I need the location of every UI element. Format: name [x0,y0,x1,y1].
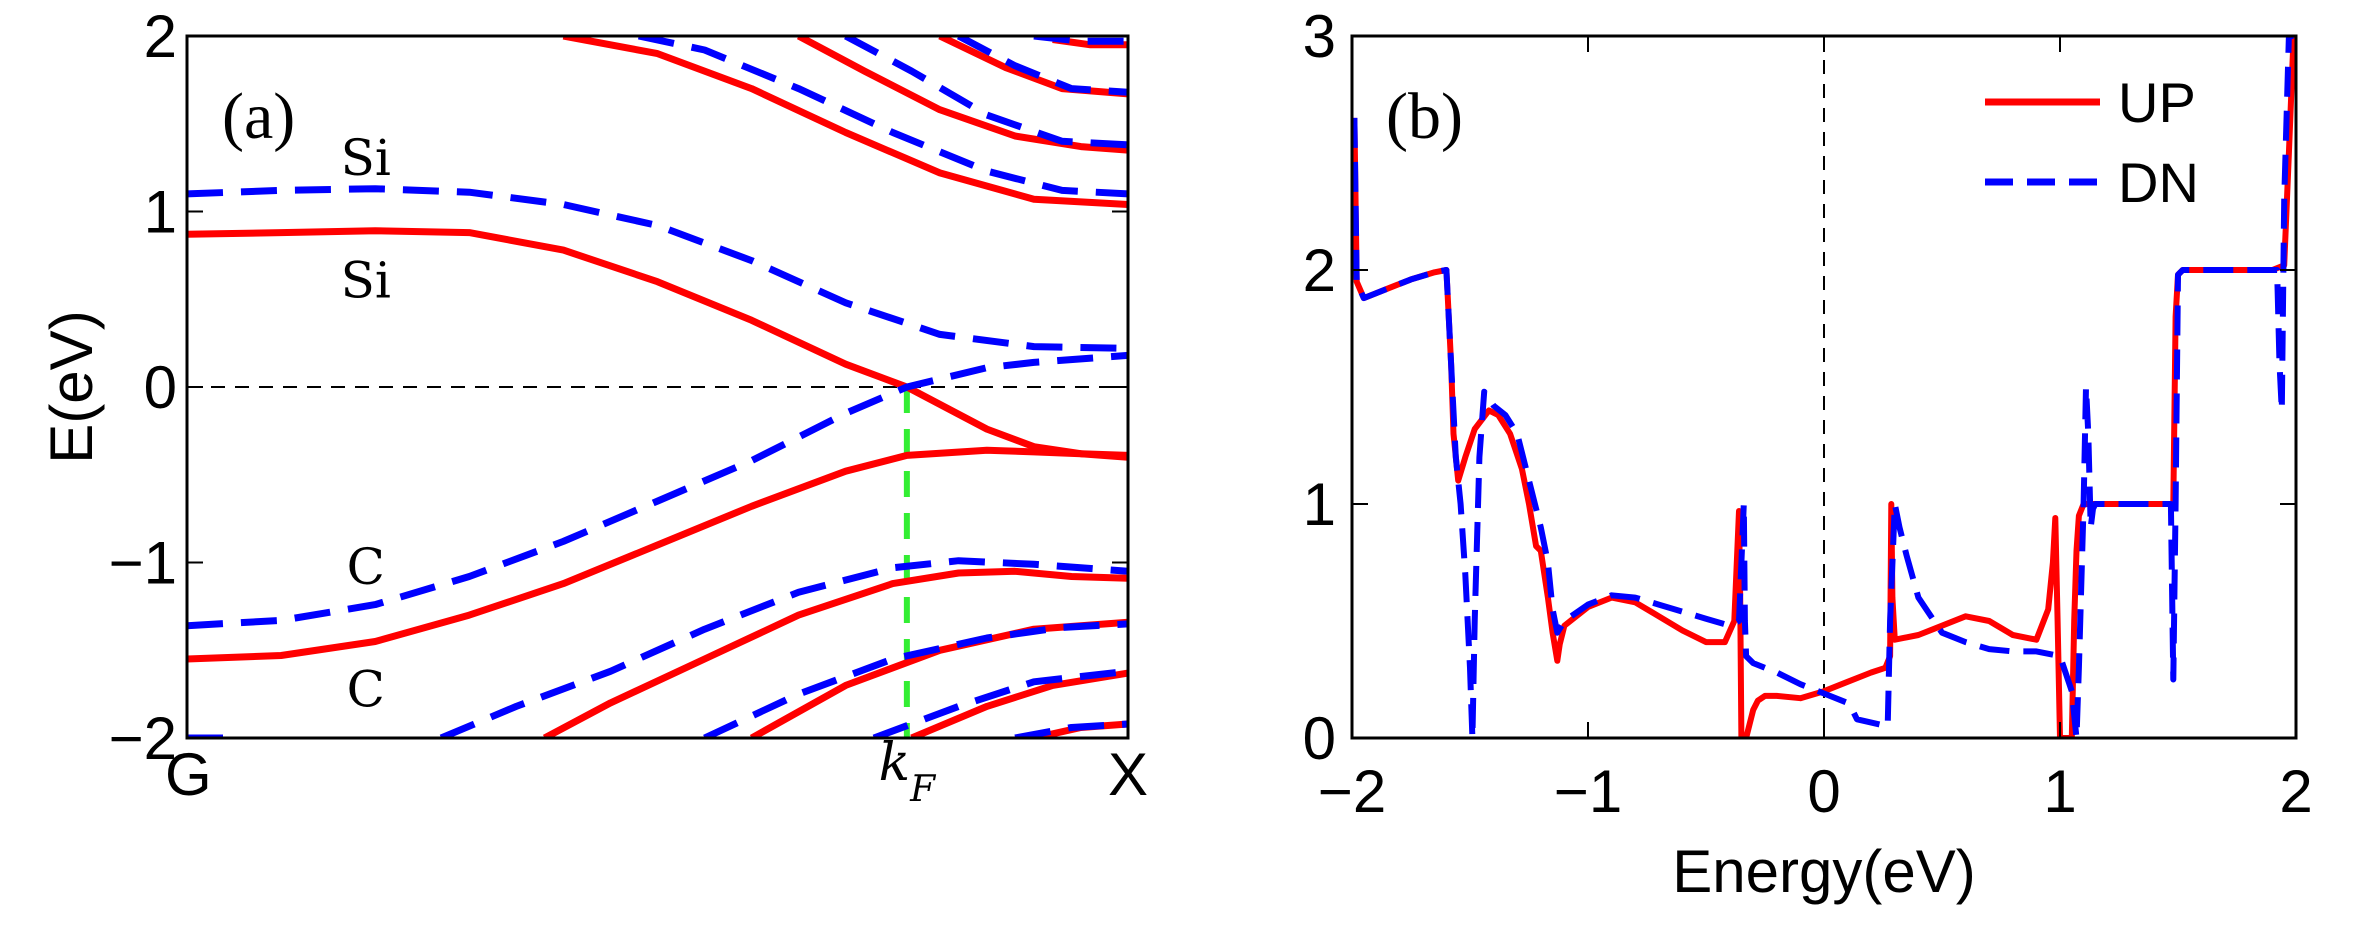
x-tick-label: −2 [1318,758,1386,825]
band-line-up-8 [938,36,1128,98]
y-tick-label: 3 [1303,3,1336,70]
panel-a-reference-lines [187,386,1128,738]
y-tick-label: 0 [1303,705,1336,772]
panel-b-x-axis-label: Energy(eV) [1672,838,1975,905]
band-line-dn-12 [439,557,1128,738]
panel-a-band-labels: Si Si C C [341,129,391,719]
band-line-up-1 [187,446,1128,663]
y-tick-label: −2 [109,705,177,772]
band-label-si: Si [341,129,391,187]
panel-a-series-group [187,36,1128,738]
y-tick-label: 2 [144,3,177,70]
panel-a-y-axis-label: E(eV) [38,310,105,463]
band-line-dn-17 [637,36,1128,198]
band-line-up-4 [910,669,1128,738]
x-tick-label: 1 [2043,758,2076,825]
y-tick-label: 0 [144,354,177,421]
dos-line-dn [1352,36,2294,738]
panel-a-label: (a) [222,80,295,153]
panel-b-legend: UP DN [1985,71,2199,214]
panel-b-label: (b) [1386,80,1463,153]
band-line-up-7 [796,36,1128,154]
x-tick-label-G: G [165,741,212,808]
band-label-si: Si [341,252,391,310]
y-tick-label: 1 [1303,471,1336,538]
band-line-up-2 [542,567,1128,738]
band-line-dn-20 [1033,36,1128,45]
x-tick-label: −1 [1554,758,1622,825]
legend-label-dn: DN [2118,151,2199,214]
x-tick-label-X: X [1108,741,1148,808]
y-tick-label: 1 [144,179,177,246]
band-label-c: C [347,661,385,719]
panel-b-series-group [1352,36,2296,738]
band-line-dn-13 [703,620,1128,738]
x-tick-label: 0 [1807,758,1840,825]
x-tick-label: 2 [2279,758,2312,825]
legend-label-up: UP [2118,71,2196,134]
panel-a-band-structure: −2 −1 0 1 2 G kF X Si Si C C (a) E(eV) [38,3,1148,810]
band-line-dn-11 [187,351,1128,630]
band-line-dn-15 [1014,720,1128,738]
band-line-dn-19 [956,36,1128,96]
y-tick-label: −1 [109,530,177,597]
x-tick-label-kF: kF [879,733,938,810]
band-line-dn-10 [187,185,1128,352]
band-line-dn-14 [872,667,1128,738]
band-line-up-0 [187,227,1128,459]
band-label-c: C [347,538,385,596]
y-tick-label: 2 [1303,237,1336,304]
panel-b-density-of-states: 0 1 2 3 −2 −1 0 1 2 (b) Energy(eV) UP DN [1303,3,2313,905]
panel-b-ticks: 0 1 2 3 −2 −1 0 1 2 [1303,3,2313,825]
band-line-up-6 [562,36,1128,208]
